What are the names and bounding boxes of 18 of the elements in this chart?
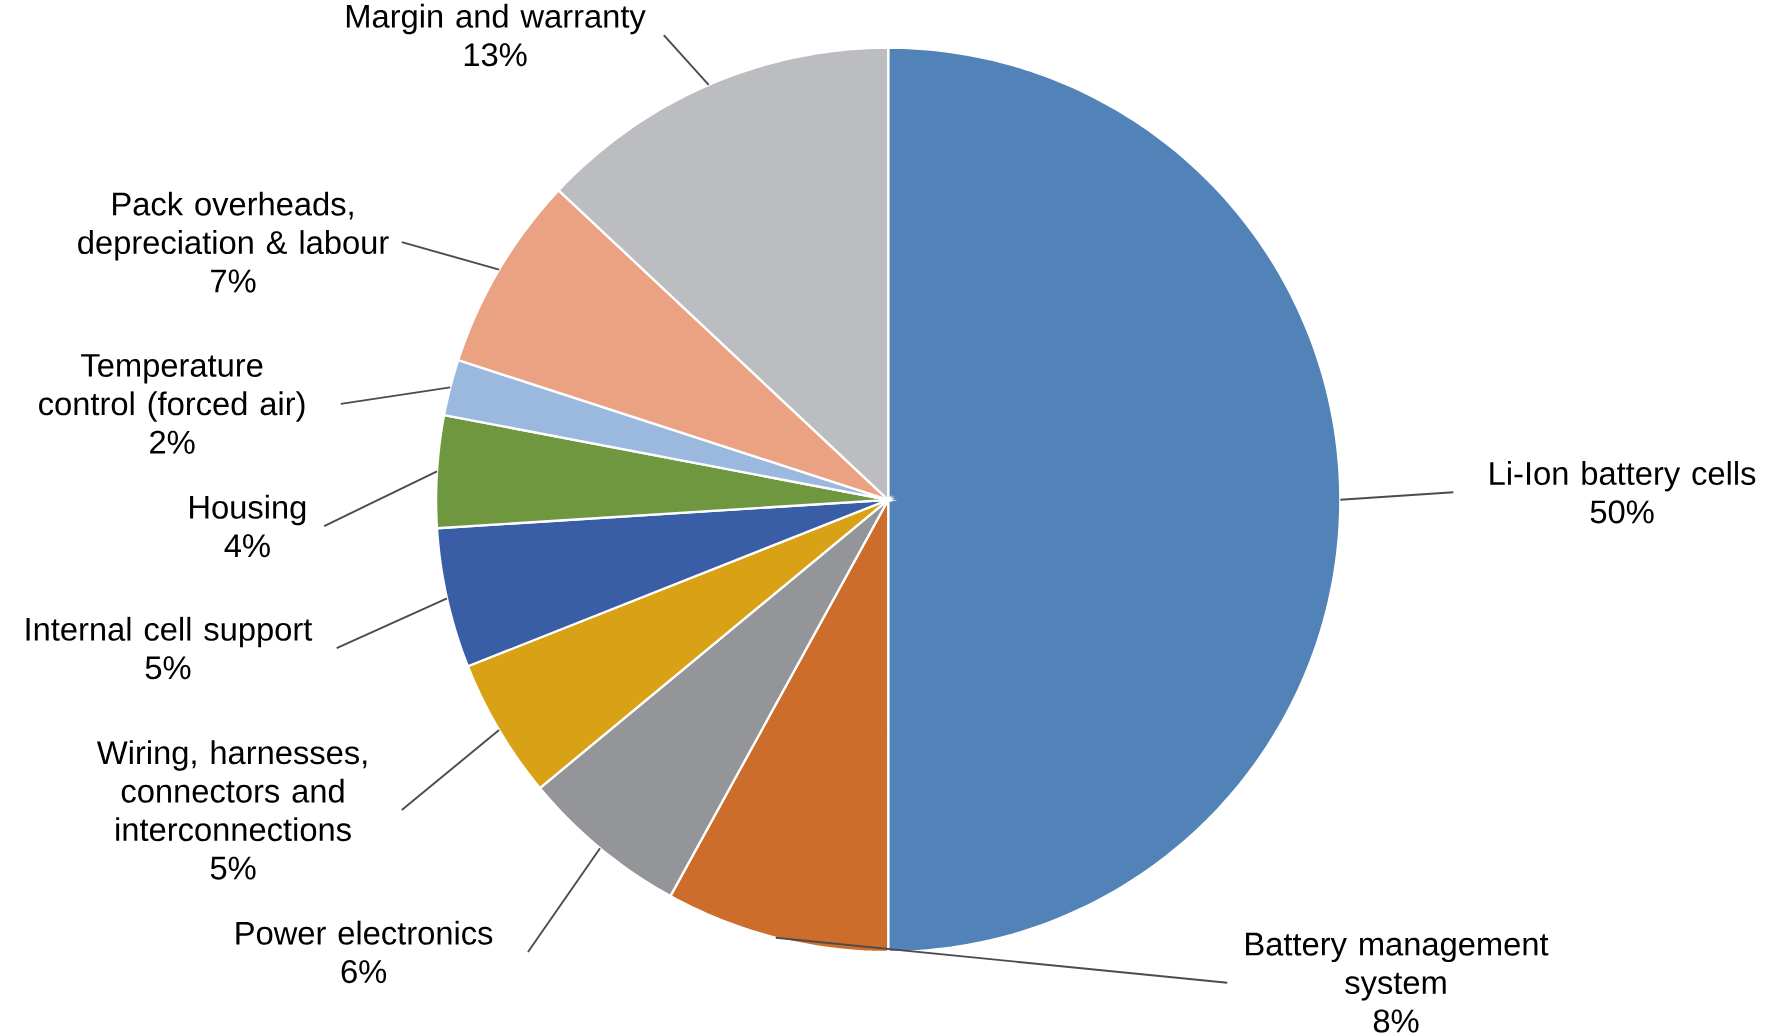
data-label: 2% [150,430,195,454]
data-label: 6% [341,959,387,983]
slice-label: Pack overheads, depreciation & labour [78,191,389,261]
data-label: 50% [1590,500,1654,524]
data-label: 4% [224,534,270,557]
data-label: 13% [464,42,527,67]
slice-label: Margin and warranty [346,3,646,35]
data-label: 5% [145,656,191,680]
slice-label: Housing [190,494,306,526]
data-label: 7% [211,269,256,293]
data-label: 5% [210,856,256,880]
slice-label: Wiring, harnesses, connectors and interconnections [96,740,367,841]
data-label: 8% [1373,1009,1419,1033]
slice-label: Power electronics [236,920,493,945]
slice-label: Temperature control (forced air) [39,353,305,422]
slice-label: Battery management system [1246,932,1549,1001]
slice-label: Li-Ion battery cells [1490,460,1756,492]
slice-label: Internal cell support [26,616,313,648]
